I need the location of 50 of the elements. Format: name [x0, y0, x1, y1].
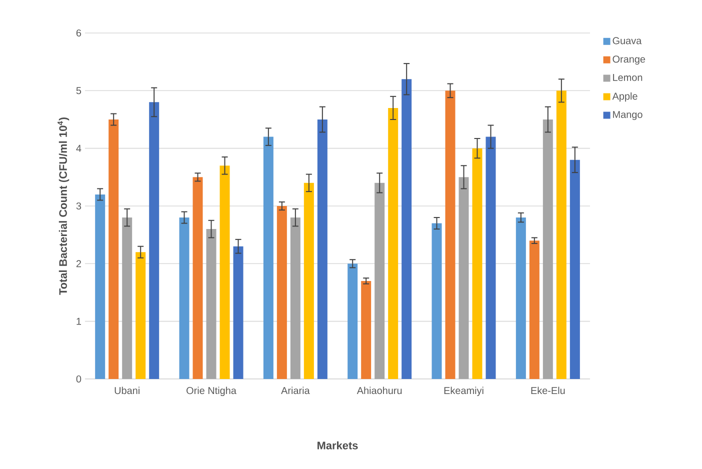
bar [179, 218, 190, 379]
bar [233, 246, 244, 379]
bar [206, 229, 216, 379]
bar [317, 119, 328, 379]
x-tick-label: Ubani [114, 386, 140, 394]
bar [542, 119, 553, 379]
bar [304, 182, 314, 379]
x-tick-label: Orie Ntigha [186, 386, 236, 396]
x-tick-label: Ariaria [281, 386, 310, 394]
x-tick-label: Eke-Elu [531, 386, 565, 394]
y-tick-label: 4 [76, 144, 82, 152]
bar [149, 102, 160, 379]
bar [220, 166, 230, 379]
bar [445, 90, 456, 379]
legend-label: Orange [612, 56, 646, 65]
bar [388, 108, 398, 379]
y-tick-label: 5 [76, 87, 82, 94]
x-tick-label: Ahiaohuru [356, 386, 402, 394]
x-axis-title: Markets [318, 441, 358, 450]
y-tick-label: 0 [76, 375, 82, 383]
bar [472, 148, 482, 379]
y-axis-title: Total Bacterial Count (CFU/ml 10$^{4}$) [58, 117, 70, 295]
bar [432, 223, 442, 379]
bar [374, 182, 385, 379]
x-tick-label: Ekeamiyi [444, 386, 484, 396]
bar [570, 160, 580, 379]
bar [122, 218, 132, 379]
bar [108, 119, 119, 379]
legend-label: Apple [612, 92, 638, 102]
legend-label: Guava [612, 37, 642, 44]
bar [486, 136, 496, 379]
bar [263, 136, 274, 379]
y-tick-label: 6 [76, 29, 82, 37]
legend-label: Lemon [613, 74, 642, 81]
bar [516, 218, 526, 379]
y-tick-label: 3 [76, 202, 82, 210]
legend-label: Mango [613, 111, 642, 120]
bar [136, 252, 146, 379]
bar [402, 79, 412, 379]
bar [458, 177, 469, 379]
bar [95, 194, 106, 379]
y-tick-label: 1 [76, 318, 82, 325]
bar [556, 90, 566, 379]
bar [290, 218, 300, 379]
y-tick-label: 2 [76, 260, 81, 268]
bar [529, 240, 540, 379]
bar [361, 280, 372, 379]
bar [348, 264, 358, 379]
bar [192, 177, 203, 379]
bar [276, 206, 287, 379]
